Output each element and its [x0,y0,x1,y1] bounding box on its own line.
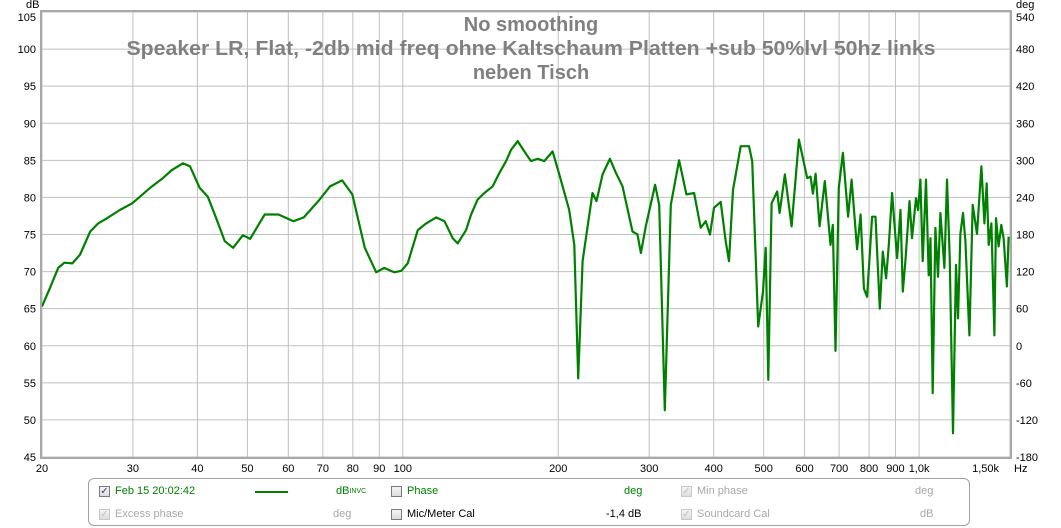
x-axis-unit: Hz [1014,463,1027,475]
min-phase-checkbox[interactable]: ✓ [681,486,692,497]
measurement-checkbox[interactable]: ✓ [99,486,110,497]
y-tick-label: 80 [24,192,36,204]
plot-frame [40,10,1012,459]
min-phase-label: Min phase [697,485,748,497]
x-tick-label: 50 [241,463,253,475]
x-tick-label: 500 [755,463,773,475]
mic-cal-checkbox[interactable] [391,509,402,520]
soundcard-cal-unit: dB [920,508,934,520]
y2-tick-label: -180 [1016,452,1038,464]
y2-tick-label: 300 [1016,155,1034,167]
title-line-2: Speaker LR, Flat, -2db mid freq ohne Kal… [127,38,936,60]
y2-tick-label: 480 [1016,44,1034,56]
y-tick-label: 50 [24,415,36,427]
phase-label: Phase [407,485,439,497]
soundcard-cal-label: Soundcard Cal [697,508,770,520]
x-tick-label: 100 [394,463,412,475]
phase-checkbox[interactable] [391,486,402,497]
y-tick-label: 70 [24,267,36,279]
title-line-3: neben Tisch [473,62,589,84]
x-tick-label: 20 [36,463,48,475]
frequency-response-chart: No smoothing Speaker LR, Flat, -2db mid … [18,0,1038,475]
y-tick-label: 65 [24,304,36,316]
y-tick-label: 85 [24,155,36,167]
phase-unit: deg [624,485,643,497]
y2-axis-label: deg [1016,0,1034,11]
measurement-unit: dBINVC [336,485,366,498]
y-tick-label: 75 [24,230,36,242]
x-tick-label: 900 [886,463,904,475]
x-tick-label: 1,0k [909,463,930,475]
y-tick-label: 90 [24,118,36,130]
x-tick-label: 300 [640,463,658,475]
x-tick-label: 800 [860,463,878,475]
measurement-unit-text: dB [336,485,350,497]
x-tick-label: 40 [191,463,203,475]
series-line-measurement [40,138,1010,435]
y2-tick-label: -120 [1016,415,1038,427]
y2-tick-label: 240 [1016,192,1034,204]
measurement-label: Feb 15 20:02:42 [115,485,196,497]
measurement-line-sample [255,491,288,493]
mic-cal-label: Mic/Meter Cal [407,508,475,520]
y-tick-label: 55 [24,378,36,390]
x-tick-label: 700 [830,463,848,475]
legend-panel: ✓ Feb 15 20:02:42 dBINVC Phase deg ✓ Min… [88,478,970,526]
soundcard-cal-checkbox[interactable]: ✓ [681,509,692,520]
title-line-1: No smoothing [464,14,598,36]
y2-tick-label: 180 [1016,230,1034,242]
x-tick-label: 200 [549,463,567,475]
chart-title: No smoothing Speaker LR, Flat, -2db mid … [127,14,936,84]
x-tick-label: 1,50k [972,463,999,475]
x-tick-label: 60 [282,463,294,475]
y2-tick-label: 60 [1016,304,1028,316]
x-tick-label: 70 [317,463,329,475]
y-tick-label: 105 [18,12,36,24]
y-tick-label: 45 [24,452,36,464]
y-tick-label: 95 [24,81,36,93]
x-tick-label: 80 [347,463,359,475]
y2-tick-label: 120 [1016,267,1034,279]
x-tick-label: 90 [373,463,385,475]
measurement-unit-sup: INVC [349,488,367,495]
excess-phase-unit: deg [333,508,352,520]
y2-tick-label: 540 [1016,12,1034,24]
y2-tick-label: -60 [1016,378,1032,390]
x-tick-label: 30 [127,463,139,475]
min-phase-unit: deg [915,485,934,497]
x-tick-label: 400 [704,463,722,475]
y-tick-label: 100 [18,44,36,56]
x-tick-label: 600 [795,463,813,475]
y2-tick-label: 0 [1016,341,1022,353]
y-axis-label: dB [26,0,39,11]
excess-phase-checkbox[interactable]: ✓ [99,509,110,520]
mic-cal-value: -1,4 dB [606,508,642,520]
excess-phase-label: Excess phase [115,508,184,520]
y2-tick-label: 420 [1016,81,1034,93]
y-tick-label: 60 [24,341,36,353]
y2-tick-label: 360 [1016,118,1034,130]
